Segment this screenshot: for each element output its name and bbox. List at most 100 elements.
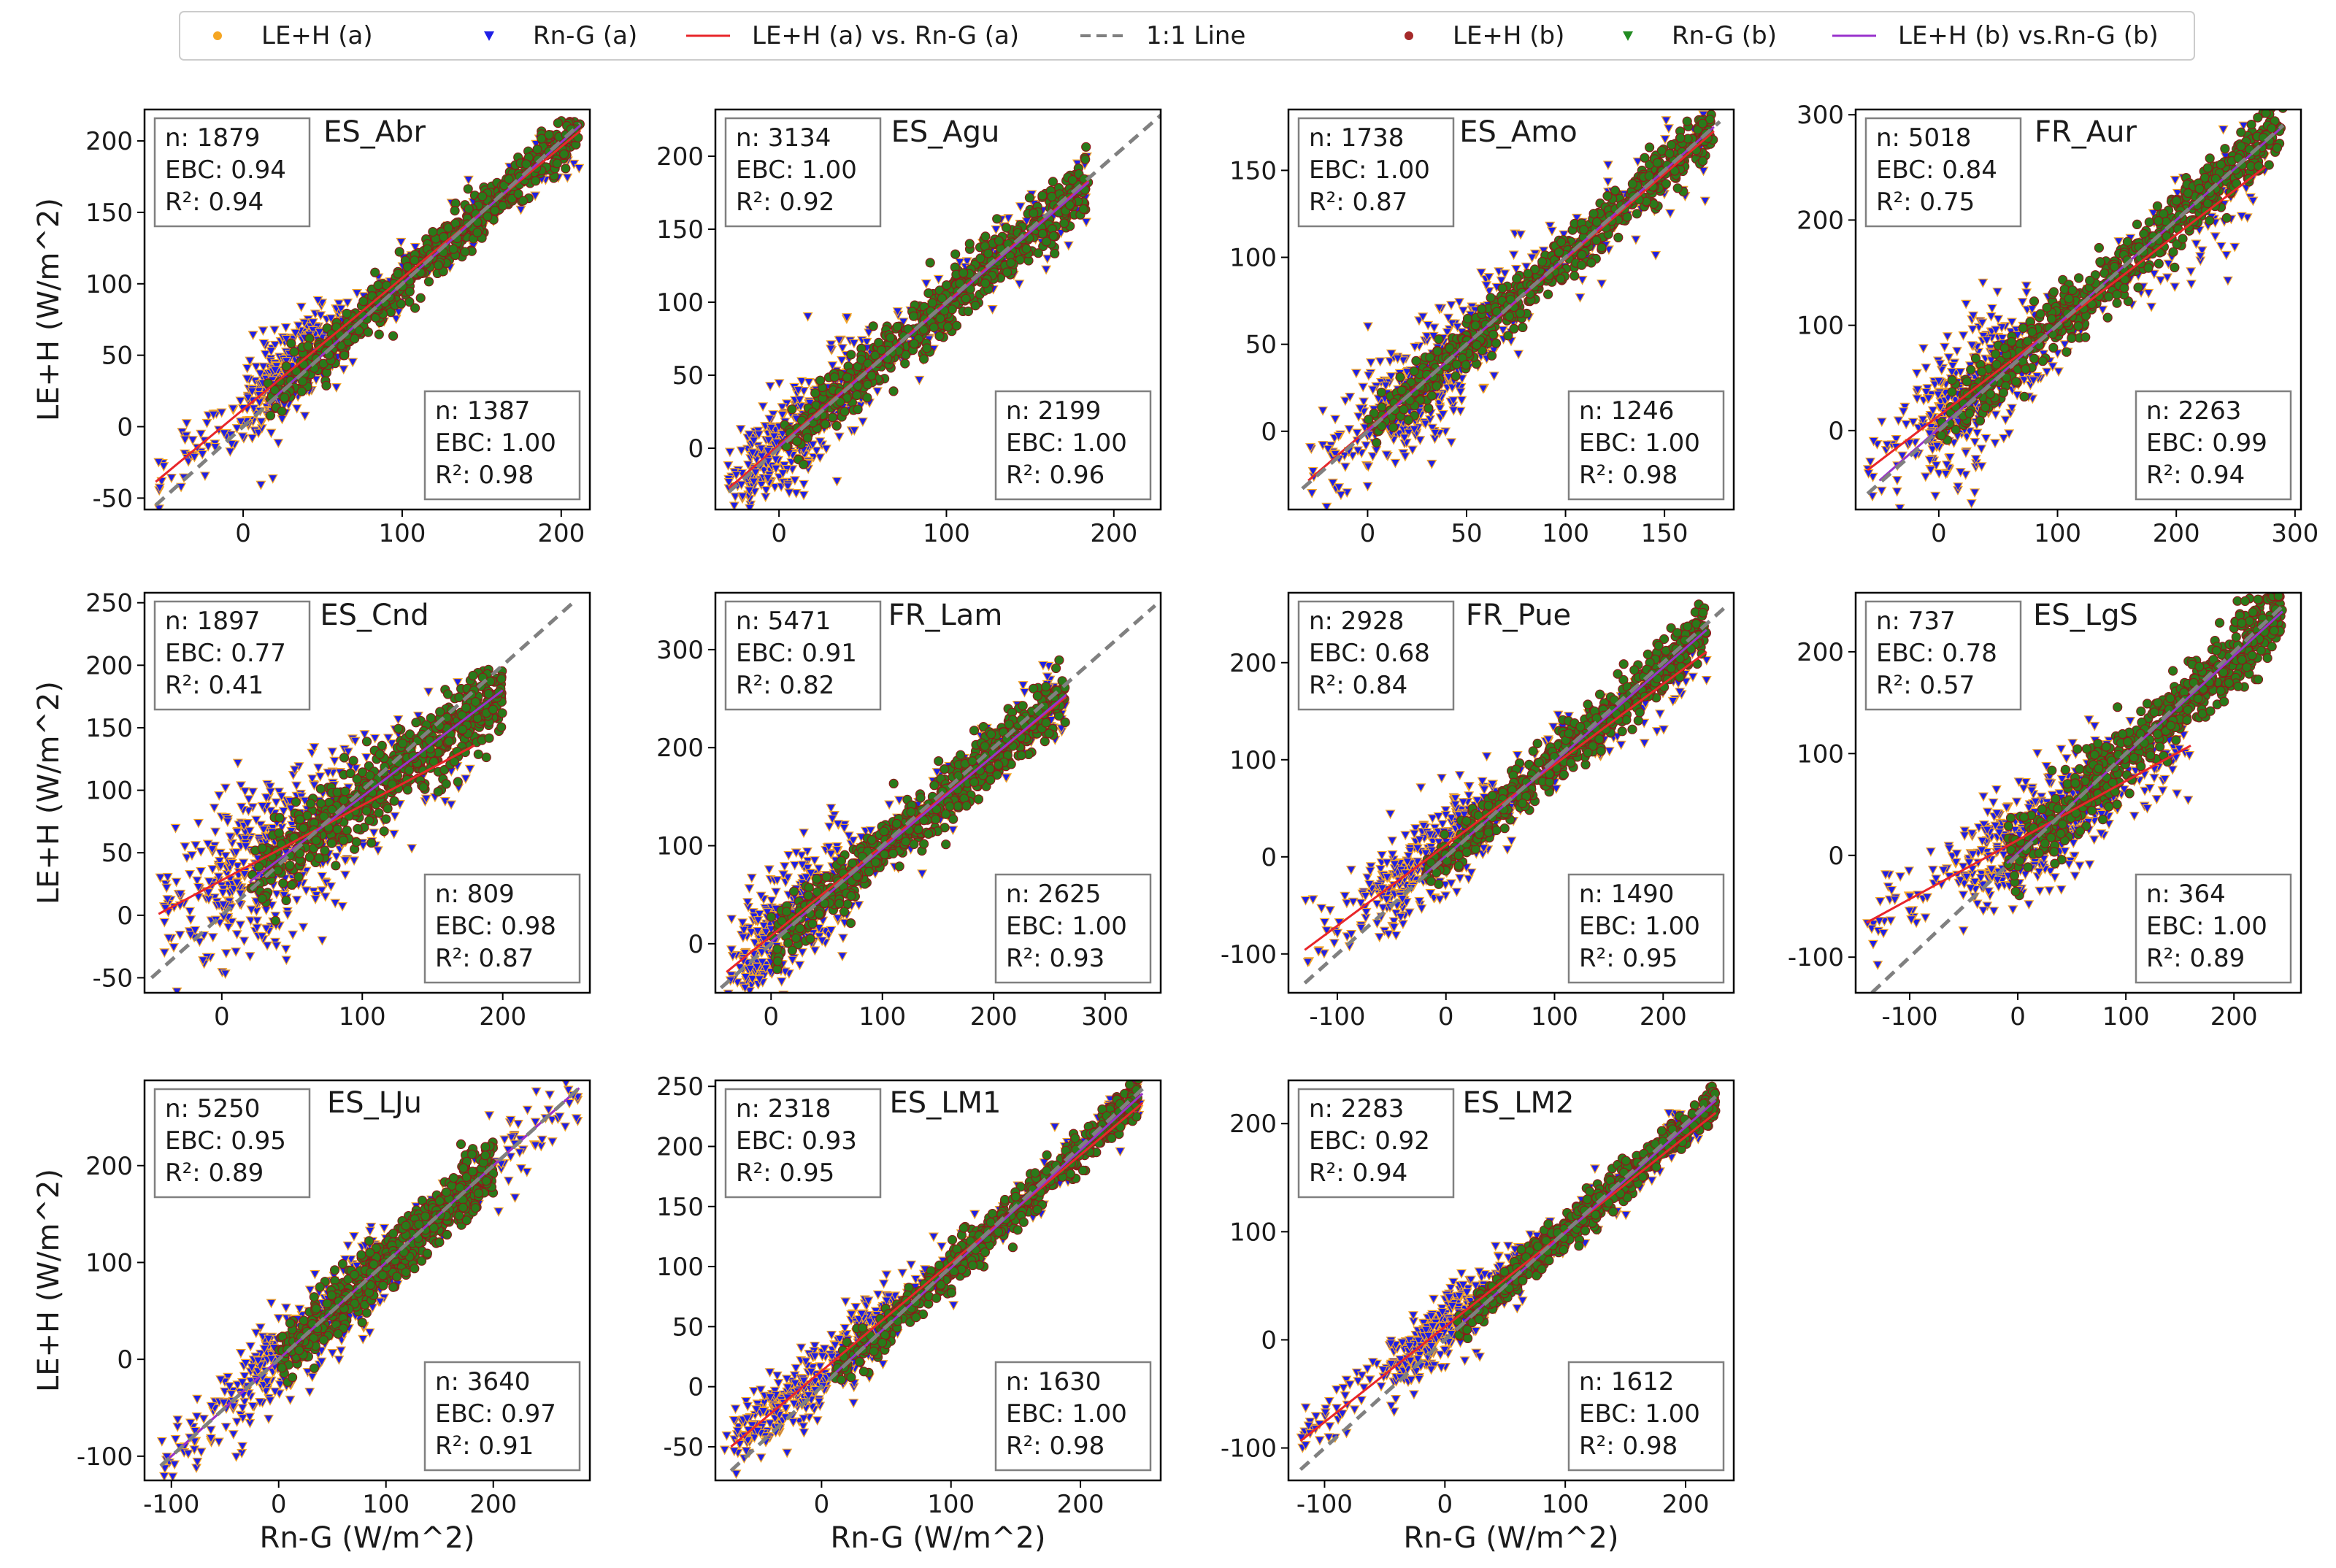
point-a <box>1930 491 1941 501</box>
point-b <box>1661 179 1671 189</box>
point-a <box>758 402 769 412</box>
point-a <box>281 334 292 345</box>
point-b <box>1537 256 1548 267</box>
point-a <box>1918 344 1929 354</box>
point-a <box>1042 254 1053 264</box>
point-b <box>1006 258 1016 268</box>
point-b <box>2194 183 2205 193</box>
point-b <box>1505 311 1515 321</box>
point-a <box>280 323 291 333</box>
point-a <box>231 424 242 434</box>
point-b <box>963 306 974 317</box>
point-a <box>1664 209 1676 219</box>
fit-line-b <box>1367 126 1715 432</box>
point-b <box>1529 264 1540 274</box>
point-a <box>1920 472 1931 483</box>
point-b <box>438 231 449 242</box>
point-a <box>262 941 273 951</box>
point-a <box>769 432 780 442</box>
point-a <box>1426 423 1438 434</box>
point-a <box>1434 404 1445 414</box>
point-a <box>256 932 267 942</box>
legend-entry: Rn-G (a) <box>484 21 637 50</box>
point-a <box>263 992 274 993</box>
point-b <box>1523 269 1533 279</box>
point-a <box>1897 451 1907 461</box>
point-b <box>1029 208 1039 218</box>
point-b <box>1597 242 1607 253</box>
stat-ebc: EBC: 0.94 <box>165 155 286 185</box>
point-b <box>923 288 934 299</box>
point-a <box>736 446 747 456</box>
point-a <box>1939 342 1950 353</box>
point-b <box>388 331 399 341</box>
point-a <box>1891 487 1902 497</box>
one-to-one-line <box>727 112 1161 493</box>
y-tick-label: 200 <box>656 142 704 172</box>
point-a <box>209 803 220 813</box>
point-a <box>316 886 327 896</box>
point-a <box>1353 446 1364 456</box>
point-a <box>237 432 248 442</box>
point-b <box>934 331 945 341</box>
series-b-points <box>263 116 585 420</box>
point-a <box>1632 157 1643 167</box>
point-a <box>1386 349 1396 359</box>
point-a <box>228 404 239 415</box>
point-a <box>1980 434 1991 444</box>
point-b <box>1951 424 1961 435</box>
point-b <box>994 236 1004 246</box>
legend-marker-triangle <box>1623 31 1633 41</box>
point-a <box>857 418 868 427</box>
point-a <box>1651 250 1661 261</box>
point-a <box>1559 230 1570 240</box>
point-a <box>2191 239 2202 250</box>
point-a <box>1976 445 1987 455</box>
point-b <box>410 303 420 313</box>
point-b <box>1556 274 1566 284</box>
point-a <box>1437 410 1448 420</box>
point-b <box>490 205 500 215</box>
point-a <box>1399 434 1410 444</box>
point-b <box>1048 231 1058 241</box>
point-a <box>250 362 261 372</box>
point-a <box>289 765 300 775</box>
point-a <box>783 483 794 492</box>
point-a <box>187 436 199 446</box>
point-a <box>181 419 192 429</box>
point-b <box>1577 250 1587 260</box>
point-a <box>331 383 342 393</box>
point-a <box>201 418 212 428</box>
point-a <box>1661 116 1672 126</box>
point-b <box>2133 283 2143 293</box>
stats-box-frame <box>1567 390 1725 501</box>
point-b <box>1588 209 1599 219</box>
point-b <box>297 376 308 386</box>
point-a <box>214 791 225 801</box>
point-a <box>247 387 258 397</box>
point-a <box>747 448 758 458</box>
legend-label: Rn-G (b) <box>1672 21 1777 50</box>
point-b <box>460 247 470 257</box>
point-b <box>2216 159 2226 169</box>
point-b <box>1613 232 1624 242</box>
point-a <box>1423 320 1434 331</box>
point-b <box>410 255 420 266</box>
point-a <box>1867 472 1878 483</box>
point-a <box>760 493 771 502</box>
y-tick-label: 50 <box>672 361 704 391</box>
stat-r2: R²: 0.96 <box>1006 461 1104 490</box>
point-b <box>1021 244 1031 254</box>
point-b <box>2029 296 2040 307</box>
point-b <box>1632 209 1642 219</box>
point-b <box>363 327 373 337</box>
stat-n: n: 1879 <box>165 123 260 153</box>
point-a <box>1381 450 1392 461</box>
point-b <box>1579 225 1589 235</box>
point-a <box>731 515 740 523</box>
point-a <box>825 345 837 355</box>
point-a <box>1951 347 1962 357</box>
